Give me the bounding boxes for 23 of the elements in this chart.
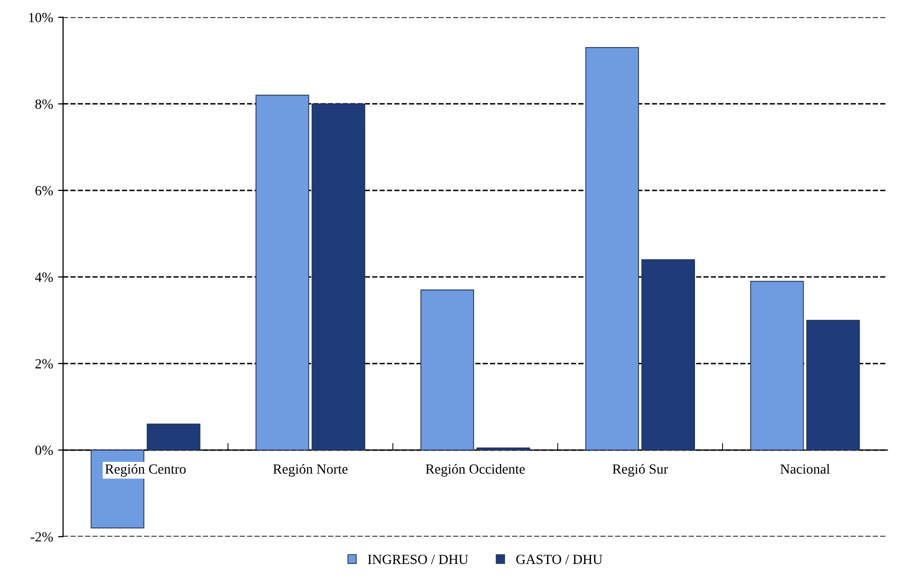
y-tick-label: 2% [35,359,53,369]
bar [476,447,530,450]
bar [750,280,804,450]
y-tick-label: 4% [35,272,53,282]
y-tick-label: 10% [29,12,53,22]
y-tick-label: 0% [35,446,53,456]
bar [146,424,200,450]
y-tick-label: 6% [35,186,53,196]
bar [312,103,366,450]
y-tick-label: 8% [35,99,53,109]
bar [420,290,474,450]
x-tick-label: Región Centro [105,464,186,477]
bar [641,259,695,450]
y-tick-label: -2% [30,532,53,542]
x-tick-label: Región Norte [273,464,348,477]
x-tick-label: Región Occidente [426,464,525,477]
bar [806,320,860,450]
x-tick-label: Nacional [780,464,830,474]
x-tick-label: Regió Sur [612,464,668,477]
legend-label: INGRESO / DHU [368,554,468,564]
bar [585,47,639,450]
bar [256,94,310,450]
legend-label: GASTO / DHU [516,554,602,564]
